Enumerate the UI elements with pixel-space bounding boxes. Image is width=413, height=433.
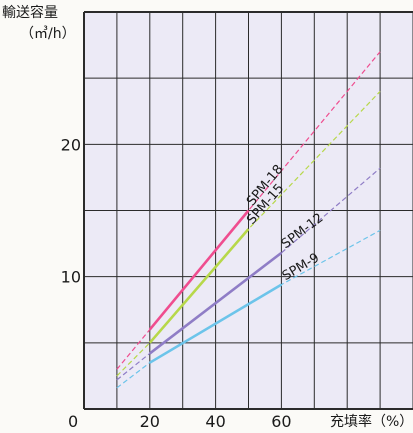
origin-label: 0 xyxy=(68,412,78,431)
y-tick-label: 20 xyxy=(61,135,81,154)
y-axis-unit: （㎥/h） xyxy=(20,26,76,42)
y-axis-title: 輸送容量 xyxy=(2,4,58,21)
series-lines xyxy=(116,51,381,389)
x-axis-title: 充填率（%） xyxy=(330,413,413,430)
series-line-dashed xyxy=(116,167,381,381)
grid xyxy=(83,11,413,410)
series-line-solid xyxy=(149,251,283,355)
series-line-solid xyxy=(148,209,250,331)
x-tick-label: 40 xyxy=(205,412,225,431)
tick-labels: 0 20 40 60 10 20 xyxy=(61,135,292,431)
series-line-solid xyxy=(148,228,250,344)
series-line-solid xyxy=(149,283,283,364)
x-tick-label: 60 xyxy=(271,412,291,431)
x-tick-label: 20 xyxy=(140,412,160,431)
series-line-dashed xyxy=(116,229,381,389)
y-tick-label: 10 xyxy=(61,268,81,287)
